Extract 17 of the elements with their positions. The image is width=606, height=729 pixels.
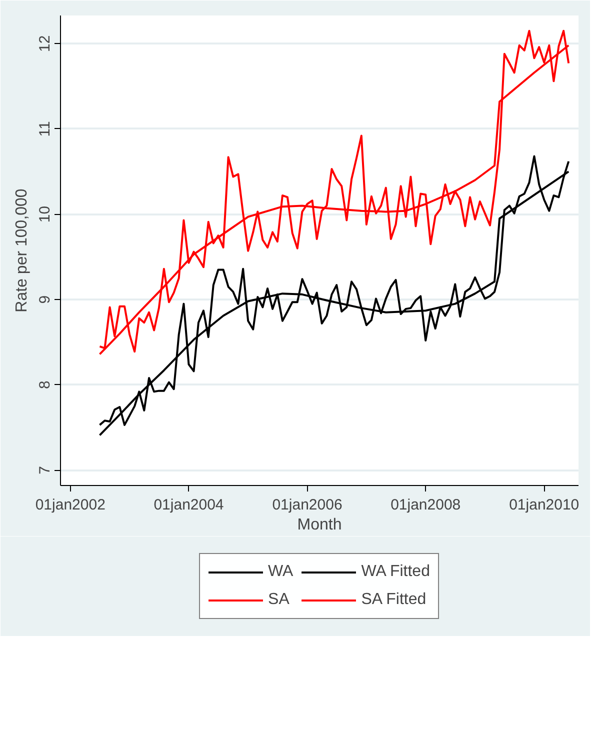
x-axis-title: Month — [297, 516, 342, 534]
y-tick-label: 9 — [36, 295, 54, 304]
x-tick-label: 01jan2008 — [390, 496, 461, 514]
y-tick-label: 8 — [36, 380, 54, 390]
x-tick-label: 01jan2010 — [509, 496, 580, 514]
legend-label: SA Fitted — [361, 591, 426, 609]
x-tick-label: 01jan2004 — [154, 496, 224, 514]
y-tick-label: 10 — [36, 206, 54, 223]
x-tick-label: 01jan2006 — [272, 496, 342, 514]
y-tick-label: 7 — [36, 466, 54, 474]
y-axis-title: Rate per 100,000 — [14, 188, 30, 312]
legend-label: WA Fitted — [361, 563, 430, 581]
legend-label: SA — [268, 591, 290, 609]
y-tick-label: 11 — [36, 121, 54, 137]
y-tick-label: 12 — [36, 35, 54, 52]
legend-label: WA — [268, 563, 294, 581]
x-tick-label: 01jan2002 — [35, 496, 106, 514]
